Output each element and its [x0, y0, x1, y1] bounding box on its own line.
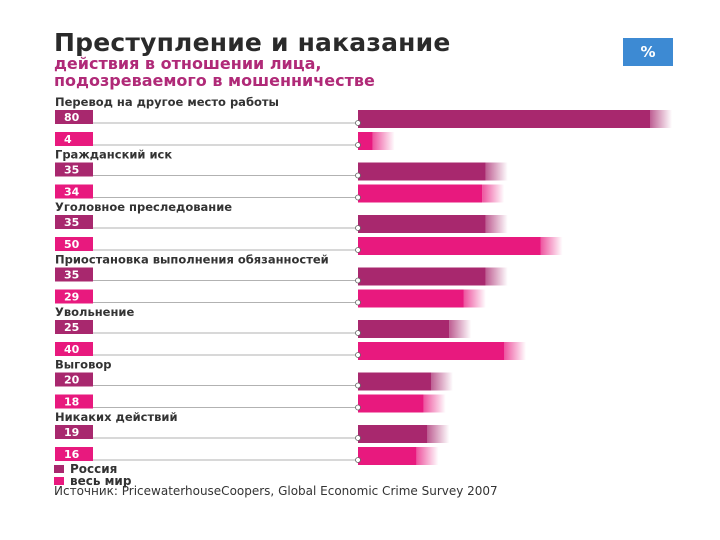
- data-label: 4: [64, 133, 72, 146]
- bar-fade: [427, 425, 450, 443]
- bar-fade: [449, 320, 472, 338]
- legend-label-russia: Россия: [70, 462, 118, 476]
- data-label: 34: [64, 186, 80, 199]
- chart-subtitle: действия в отношении лица, подозреваемог…: [54, 55, 375, 89]
- bar-fade: [504, 342, 526, 360]
- bar: [358, 372, 431, 391]
- data-label: 18: [64, 396, 79, 409]
- bar: [358, 184, 483, 203]
- value-box: [55, 215, 93, 229]
- bar-chart: Перевод на другое место работы 80 4 Граждан…: [55, 95, 672, 465]
- bar-fade: [650, 110, 672, 128]
- subtitle-line-1: действия в отношении лица,: [54, 54, 322, 73]
- leader-dot: [355, 299, 361, 306]
- unit-badge: %: [623, 38, 673, 66]
- category-label: Приостановка выполнения обязанностей: [55, 253, 329, 267]
- value-box: [55, 289, 93, 304]
- leader-dot: [355, 382, 361, 389]
- legend-item-world: весь мир: [54, 474, 131, 488]
- data-label: 80: [64, 111, 80, 124]
- category-label: Уголовное преследование: [55, 200, 232, 214]
- data-label: 35: [64, 269, 79, 282]
- value-box: [55, 320, 93, 334]
- bar-fade: [482, 184, 505, 203]
- value-box: [55, 267, 93, 282]
- bar: [358, 237, 541, 255]
- data-label: 20: [64, 374, 80, 387]
- bar: [358, 110, 650, 128]
- value-box: [55, 394, 93, 409]
- data-label: 35: [64, 164, 79, 177]
- bar-fade: [540, 237, 563, 255]
- bar: [358, 162, 486, 181]
- data-label: 35: [64, 216, 79, 229]
- legend-swatch-world: [54, 477, 64, 485]
- subtitle-line-2: подозреваемого в мошенничестве: [54, 71, 375, 90]
- value-box: [55, 110, 93, 124]
- category-label: Гражданский иск: [55, 148, 172, 162]
- value-box: [55, 237, 93, 251]
- category-label: Выговор: [55, 358, 111, 372]
- bar: [358, 425, 428, 443]
- bar-fade: [485, 267, 508, 286]
- bar: [358, 132, 373, 150]
- category-label: Увольнение: [55, 305, 134, 319]
- value-box: [55, 342, 93, 356]
- bar: [358, 289, 464, 308]
- source-note: Источник: PricewaterhouseCoopers, Global…: [54, 484, 498, 498]
- leader-dot: [355, 435, 361, 441]
- bar-fade: [463, 289, 486, 308]
- data-label: 29: [64, 291, 79, 304]
- data-label: 40: [64, 343, 80, 356]
- bar-fade: [416, 447, 439, 465]
- value-box: [55, 132, 93, 146]
- bar: [358, 320, 450, 338]
- leader-dot: [355, 404, 361, 411]
- data-label: 25: [64, 321, 79, 334]
- bar: [358, 342, 504, 360]
- chart-title: Преступление и наказание: [54, 28, 451, 57]
- data-label: 16: [64, 448, 80, 461]
- leader-dot: [355, 457, 361, 463]
- data-label: 50: [64, 238, 80, 251]
- bar-fade: [423, 394, 446, 413]
- bar-fade: [372, 132, 395, 150]
- bar: [358, 394, 424, 413]
- leader-dot: [355, 330, 361, 336]
- leader-dot: [355, 142, 361, 148]
- bar: [358, 267, 486, 286]
- bar: [358, 447, 417, 465]
- value-box: [55, 184, 93, 199]
- leader-dot: [355, 172, 361, 179]
- legend-item-russia: Россия: [54, 462, 117, 476]
- leader-dot: [355, 194, 361, 201]
- leader-dot: [355, 277, 361, 284]
- category-label: Перевод на другое место работы: [55, 95, 279, 109]
- bar: [358, 215, 486, 233]
- legend-label-world: весь мир: [70, 474, 132, 488]
- legend-swatch-russia: [54, 465, 64, 473]
- value-box: [55, 372, 93, 387]
- leader-dot: [355, 225, 361, 231]
- bar-fade: [485, 215, 508, 233]
- bar-fade: [485, 162, 508, 181]
- leader-dot: [355, 247, 361, 253]
- leader-dot: [355, 352, 361, 358]
- value-box: [55, 425, 93, 439]
- leader-dot: [355, 120, 361, 126]
- data-label: 19: [64, 426, 79, 439]
- category-label: Никаких действий: [55, 410, 178, 424]
- value-box: [55, 447, 93, 461]
- bar-fade: [431, 372, 453, 391]
- value-box: [55, 162, 93, 177]
